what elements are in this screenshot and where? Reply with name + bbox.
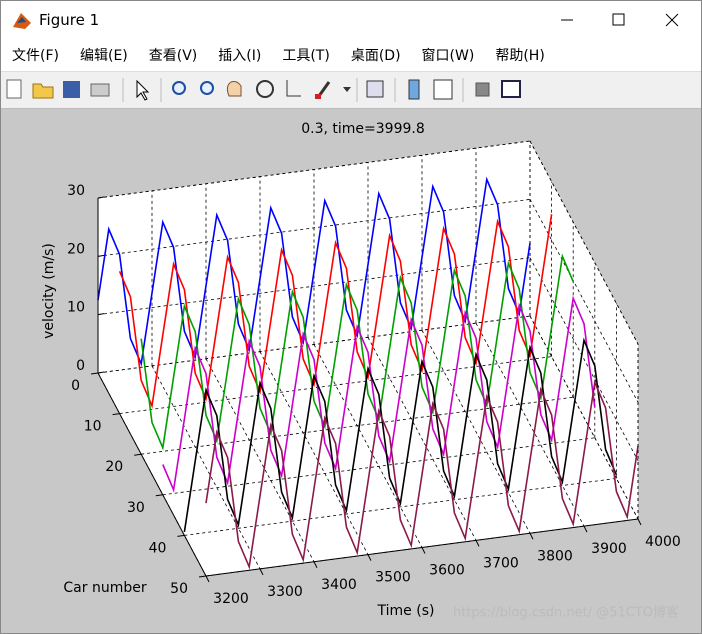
tick-mark <box>259 568 264 576</box>
grid-line <box>529 257 639 461</box>
data-line <box>183 337 618 533</box>
menu-item[interactable]: 帮助(H) <box>495 48 545 64</box>
x-axis-label: Time (s) <box>377 603 435 619</box>
grid-line <box>184 478 617 536</box>
tick-mark <box>421 547 426 554</box>
data-line <box>205 379 639 570</box>
tick-mark <box>367 554 372 561</box>
z-tick-label: 20 <box>67 241 85 257</box>
tick-mark <box>313 561 318 568</box>
x-tick-label: 3900 <box>591 541 627 557</box>
grid-line <box>119 356 552 414</box>
menu-item[interactable]: 窗口(W) <box>421 48 475 64</box>
window-controls[interactable] <box>541 5 701 35</box>
tick-mark <box>529 533 534 540</box>
window-title: Figure 1 <box>39 11 100 29</box>
tick-mark <box>112 413 120 416</box>
z-tick-label: 0 <box>76 358 85 374</box>
menu-item[interactable]: 查看(V) <box>148 48 198 64</box>
tick-mark <box>205 575 210 583</box>
x-tick-label: 3500 <box>375 570 411 586</box>
y-tick-label: 20 <box>105 459 123 475</box>
tick-mark <box>637 518 642 526</box>
data-line <box>162 295 596 493</box>
tick-mark <box>97 313 105 316</box>
x-tick-label: 3400 <box>321 577 357 593</box>
box-edge <box>529 140 639 345</box>
x-tick-label: 3600 <box>429 563 465 579</box>
plot-title: 0.3, time=3999.8 <box>301 121 425 137</box>
y-tick-label: 50 <box>170 581 188 597</box>
menu-item[interactable]: 文件(F) <box>12 48 59 64</box>
axis-line <box>97 372 207 577</box>
tick-mark <box>90 372 99 375</box>
z-tick-label: 30 <box>67 183 85 199</box>
grid-line <box>162 437 595 496</box>
menu-item[interactable]: 工具(T) <box>282 48 330 64</box>
tick-mark <box>97 196 105 199</box>
x-tick-label: 3800 <box>537 548 573 564</box>
x-tick-label: 3300 <box>267 584 303 600</box>
y-tick-label: 0 <box>71 378 80 394</box>
data-line <box>97 176 531 367</box>
tick-mark <box>583 525 588 533</box>
y-tick-label: 10 <box>84 419 102 435</box>
box-edge <box>97 140 531 199</box>
x-tick-label: 4000 <box>645 534 681 550</box>
plot-area: 0.3, time=3999.8 Time (s) Car number vel… <box>41 121 681 621</box>
axes-side-wall <box>530 141 638 519</box>
y-tick-label: 40 <box>149 540 167 556</box>
tick-mark <box>97 254 105 257</box>
menu-item[interactable]: 插入(I) <box>218 48 262 64</box>
title-bar: Figure 1 <box>1 1 701 39</box>
menu-item[interactable]: 编辑(E) <box>79 48 128 64</box>
y-tick-label: 30 <box>127 500 145 516</box>
grid-line <box>97 257 531 316</box>
tick-mark <box>475 540 480 547</box>
grid-line <box>97 198 531 257</box>
z-axis-label: velocity (m/s) <box>41 243 57 339</box>
watermark: https://blog.csdn.net/ @51CTO博客 <box>453 605 679 621</box>
tick-mark <box>177 534 185 537</box>
menu-bar: 文件(F) 编辑(E) 查看(V) 插入(I) 工具(T) 桌面(D) 窗口(W) 帮助(H) <box>1 39 701 71</box>
data-line <box>118 214 553 409</box>
menu-item[interactable]: 桌面(D) <box>350 48 401 64</box>
grid-line <box>97 315 531 374</box>
tick-mark <box>198 575 207 578</box>
toolbar-icons[interactable] <box>1 72 561 108</box>
z-tick-label: 10 <box>67 300 85 316</box>
grid-line <box>141 396 574 455</box>
tick-mark <box>155 494 163 497</box>
tick-mark <box>134 453 142 456</box>
x-tick-label: 3700 <box>483 555 519 571</box>
toolbar <box>1 71 701 109</box>
app-icon <box>13 13 31 29</box>
tick-mark <box>97 371 105 374</box>
y-axis-label: Car number <box>63 580 146 596</box>
x-tick-label: 3200 <box>213 591 249 607</box>
